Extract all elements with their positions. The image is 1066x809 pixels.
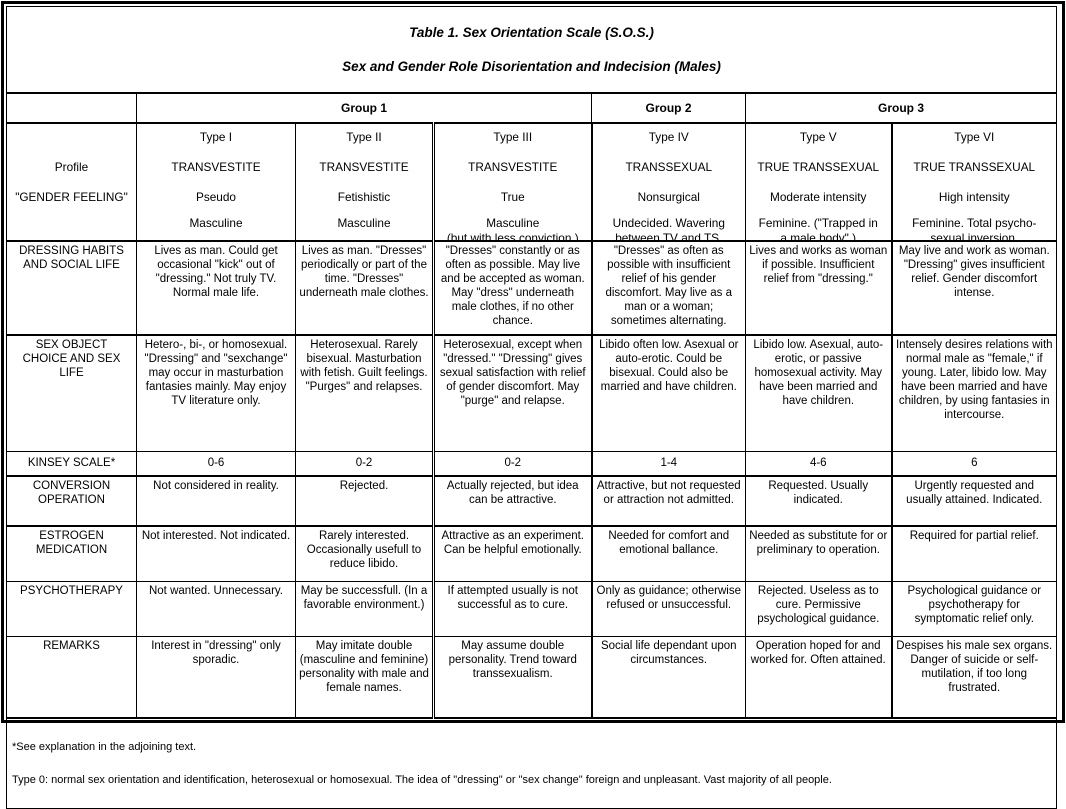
type-variant: Fetishistic [337,190,391,205]
table-cell: Libido often low. Asexual or auto-erotic… [590,334,746,452]
type-label: Type III [493,130,533,145]
row-header-dressing-habits: DRESSING HABITS AND SOCIAL LIFE [6,240,137,336]
table-cell: If attempted usually is not successful a… [432,580,592,637]
table-subtitle: Sex and Gender Role Disorientation and I… [342,58,721,74]
type-label: Type V [799,130,837,145]
table-cell: Needed as substitute for or preliminary … [745,525,892,582]
table-cell: Requested. Usually indicated. [745,475,892,527]
row-header-sex-object-choice: SEX OBJECT CHOICE AND SEX LIFE [6,334,137,452]
type-feeling: Masculine [189,216,243,231]
table-cell: Lives and works as woman if possible. In… [745,240,892,336]
table-cell: Lives as man. Could get occasional "kick… [136,240,296,336]
row-header-conversion-operation: CONVERSION OPERATION [6,475,137,527]
type-variant: High intensity [938,190,1010,205]
table-cell: Heterosexual, except when "dressed." "Dr… [432,334,592,452]
type-variant: True [500,190,525,205]
table-cell: Interest in "dressing" only sporadic. [136,635,296,719]
type-label: Type IV [648,130,689,145]
group-header-1: Group 1 [136,92,592,124]
corner-cell [6,92,137,124]
type-variant: Moderate intensity [770,190,867,205]
table-cell: Intensely desires relations with normal … [890,334,1058,452]
group-header-2: Group 2 [591,92,746,124]
table-cell: 0-6 [136,450,296,477]
table-cell: Social life dependant upon circumstances… [590,635,746,719]
row-header-psychotherapy: PSYCHOTHERAPY [6,580,137,637]
table-cell: Needed for comfort and emotional ballanc… [590,525,746,582]
table-cell: Required for partial relief. [890,525,1058,582]
type-column-header-1: Type I TRANSVESTITE Pseudo Masculine [136,122,296,242]
type-feeling: Feminine. Total psycho- sexual inversion… [912,216,1037,242]
type-label: Type VI [954,130,995,145]
profile-row-header: Profile "GENDER FEELING" [6,122,137,242]
table-cell: Rejected. Useless as to cure. Permissive… [745,580,892,637]
footnote-type0: Type 0: normal sex orientation and ident… [12,773,832,786]
table-cell: Rarely interested. Occasionally usefull … [295,525,434,582]
table-cell: 4-6 [745,450,892,477]
type-feeling: Masculine [337,216,391,231]
type-name: TRANSVESTITE [319,160,409,175]
gender-feeling-label: "GENDER FEELING" [15,190,128,205]
table-cell: 0-2 [432,450,592,477]
table-cell: May be successfull. (In a favorable envi… [295,580,434,637]
table-cell: Psychological guidance or psychotherapy … [890,580,1058,637]
group-header-3: Group 3 [744,92,1058,124]
table-cell: Urgently requested and usually attained.… [890,475,1058,527]
table-cell: 1-4 [590,450,746,477]
type-feeling: Undecided. Wavering between TV and TS. [612,216,725,242]
row-header-remarks: REMARKS [6,635,137,719]
type-name: TRUE TRANSSEXUAL [913,160,1036,175]
table-cell: May live and work as woman. "Dressing" g… [890,240,1058,336]
row-header-estrogen-medication: ESTROGEN MEDICATION [6,525,137,582]
type-name: TRANSVESTITE [171,160,261,175]
table-cell: "Dresses" constantly or as often as poss… [432,240,592,336]
type-column-header-6: Type VI TRUE TRANSSEXUAL High intensity … [890,122,1058,242]
table-title-cell: Table 1. Sex Orientation Scale (S.O.S.) … [5,6,1058,94]
type-variant: Pseudo [195,190,236,205]
table-cell: Only as guidance; otherwise refused or u… [590,580,746,637]
footnotes-cell: *See explanation in the adjoining text. … [5,717,1058,809]
table-cell: 6 [890,450,1058,477]
type-feeling: Feminine. ("Trapped in a male body".) [758,216,878,242]
type-feeling: Masculine (but with less conviction.) [446,216,579,242]
table-cell: Not interested. Not indicated. [136,525,296,582]
table-cell: Attractive, but not requested or attract… [590,475,746,527]
table-cell: 0-2 [295,450,434,477]
table-cell: Rejected. [295,475,434,527]
table-title: Table 1. Sex Orientation Scale (S.O.S.) [409,25,654,41]
table-cell: Not wanted. Unnecessary. [136,580,296,637]
table-cell: May imitate double (masculine and femini… [295,635,434,719]
table-cell: Hetero-, bi-, or homosexual. "Dressing" … [136,334,296,452]
table-cell: Despises his male sex organs. Danger of … [890,635,1058,719]
type-label: Type II [346,130,382,145]
table-cell: Lives as man. "Dresses" periodically or … [295,240,434,336]
type-variant: Nonsurgical [637,190,700,205]
type-name: TRANSVESTITE [468,160,558,175]
table-cell: May assume double personality. Trend tow… [432,635,592,719]
table-cell: Actually rejected, but idea can be attra… [432,475,592,527]
type-column-header-5: Type V TRUE TRANSSEXUAL Moderate intensi… [745,122,892,242]
table-cell: Libido low. Asexual, auto-erotic, or pas… [745,334,892,452]
table-cell: Operation hoped for and worked for. Ofte… [745,635,892,719]
type-column-header-4: Type IV TRANSSEXUAL Nonsurgical Undecide… [590,122,746,242]
profile-label: Profile [54,160,89,175]
type-name: TRUE TRANSSEXUAL [757,160,880,175]
sex-orientation-scale-table: Table 1. Sex Orientation Scale (S.O.S.) … [5,6,1058,809]
type-name: TRANSSEXUAL [625,160,713,175]
type-label: Type I [199,130,233,145]
table-cell: Attractive as an experiment. Can be help… [432,525,592,582]
row-header-kinsey-scale: KINSEY SCALE* [6,450,137,477]
type-column-header-3: Type III TRANSVESTITE True Masculine (bu… [432,122,592,242]
table-cell: Not considered in reality. [136,475,296,527]
table-cell: "Dresses" as often as possible with insu… [590,240,746,336]
type-column-header-2: Type II TRANSVESTITE Fetishistic Masculi… [295,122,434,242]
footnote-asterisk: *See explanation in the adjoining text. [12,740,197,753]
table-cell: Heterosexual. Rarely bisexual. Masturbat… [295,334,434,452]
